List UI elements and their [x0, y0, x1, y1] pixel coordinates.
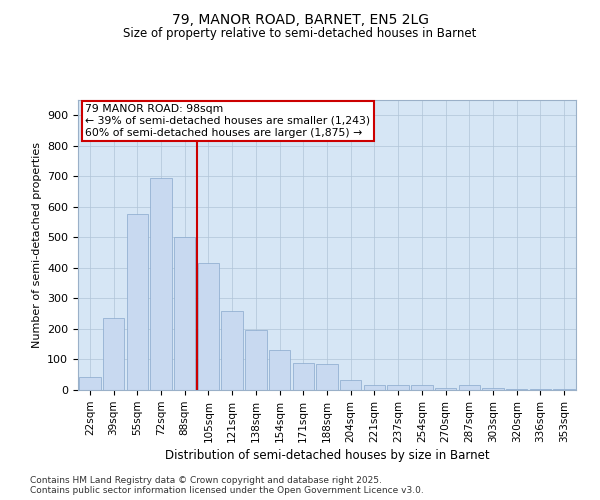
Bar: [435, 388, 456, 390]
Bar: [103, 318, 124, 390]
Text: 79, MANOR ROAD, BARNET, EN5 2LG: 79, MANOR ROAD, BARNET, EN5 2LG: [172, 12, 428, 26]
Bar: [269, 350, 290, 390]
Bar: [411, 384, 433, 390]
Bar: [316, 364, 338, 390]
Text: Size of property relative to semi-detached houses in Barnet: Size of property relative to semi-detach…: [124, 28, 476, 40]
Bar: [506, 389, 527, 390]
Bar: [221, 310, 243, 390]
Text: Contains HM Land Registry data © Crown copyright and database right 2025.
Contai: Contains HM Land Registry data © Crown c…: [30, 476, 424, 495]
Bar: [482, 388, 503, 390]
Bar: [127, 214, 148, 390]
Bar: [245, 330, 266, 390]
Bar: [79, 377, 101, 390]
Bar: [364, 384, 385, 390]
X-axis label: Distribution of semi-detached houses by size in Barnet: Distribution of semi-detached houses by …: [164, 449, 490, 462]
Bar: [151, 178, 172, 390]
Bar: [458, 385, 480, 390]
Text: 79 MANOR ROAD: 98sqm
← 39% of semi-detached houses are smaller (1,243)
60% of se: 79 MANOR ROAD: 98sqm ← 39% of semi-detac…: [85, 104, 371, 138]
Bar: [340, 380, 361, 390]
Bar: [198, 264, 219, 390]
Y-axis label: Number of semi-detached properties: Number of semi-detached properties: [32, 142, 41, 348]
Bar: [174, 238, 196, 390]
Bar: [293, 362, 314, 390]
Bar: [388, 385, 409, 390]
